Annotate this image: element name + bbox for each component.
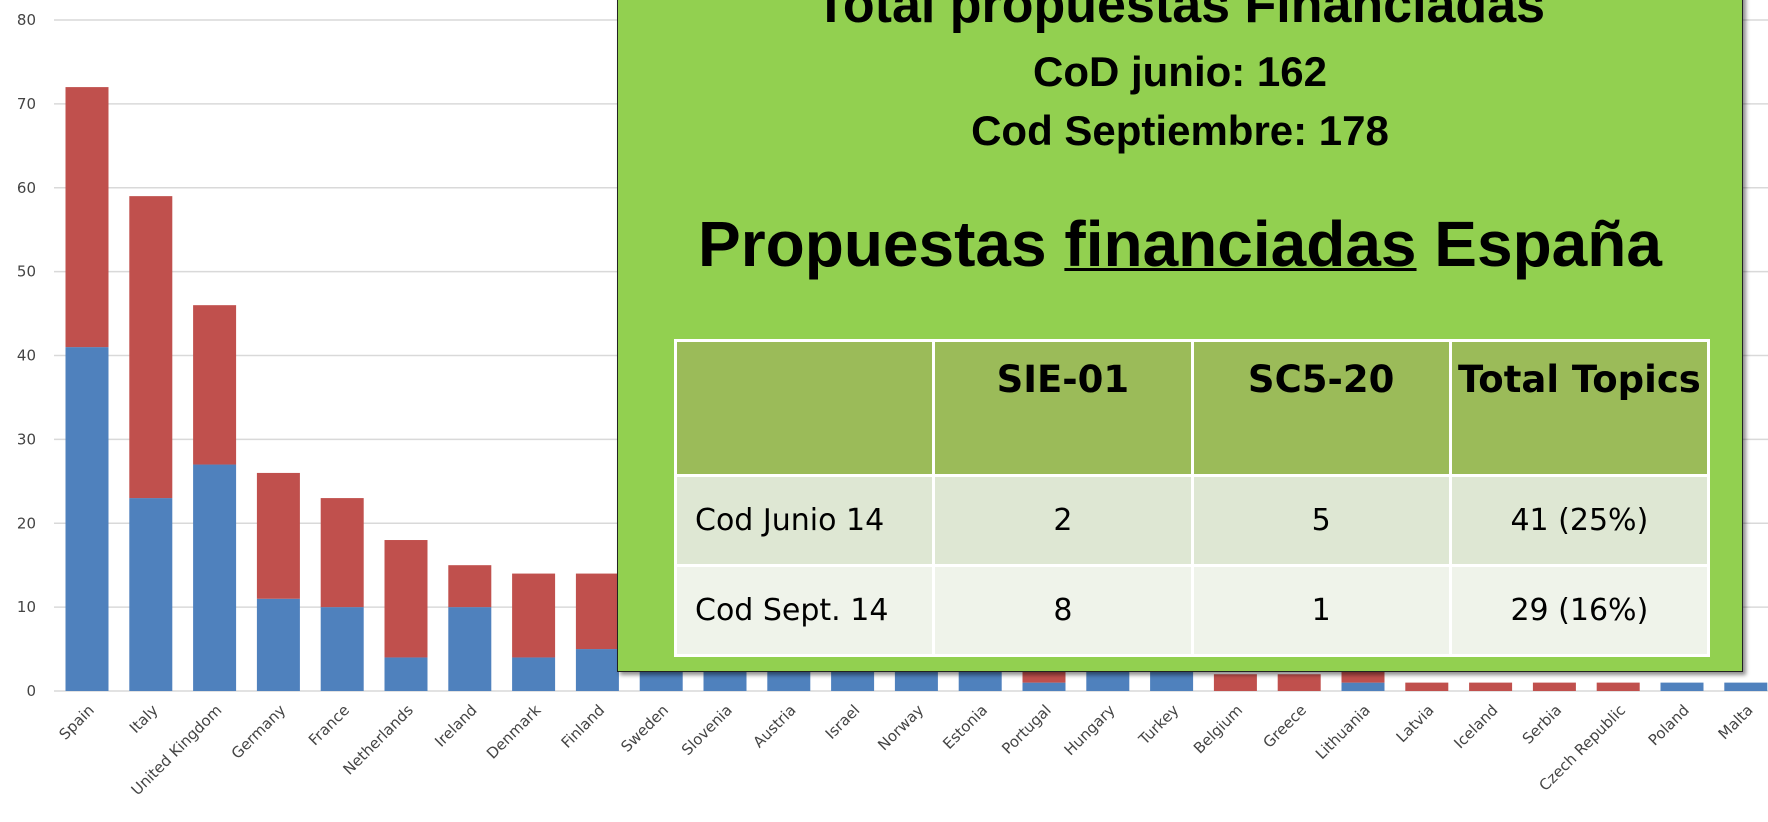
x-tick-label: Serbia: [1519, 701, 1566, 748]
cell: 29 (16%): [1448, 564, 1711, 657]
cell: 1: [1190, 564, 1452, 657]
header-cell: [673, 339, 936, 477]
bar-segment: [193, 305, 237, 465]
y-tick-label: 50: [17, 263, 36, 281]
x-tick-label: Malta: [1715, 701, 1757, 743]
x-tick-label: Spain: [55, 701, 97, 743]
x-tick-label: Denmark: [483, 701, 545, 763]
x-tick-label: Sweden: [617, 701, 672, 756]
x-tick-label: Latvia: [1393, 701, 1438, 746]
bar-segment: [1213, 674, 1257, 691]
bar-segment: [65, 347, 109, 691]
cell: 8: [932, 564, 1194, 657]
y-tick-label: 20: [17, 514, 36, 532]
x-tick-label: Greece: [1260, 701, 1310, 751]
bar-segment: [129, 196, 173, 499]
bar-segment: [1405, 682, 1449, 691]
heading-text: Propuestas: [698, 208, 1047, 280]
bar-segment: [256, 472, 300, 599]
bar-segment: [1660, 682, 1704, 691]
summary-table: SIE-01 SC5-20 Total Topics Cod Junio 14 …: [673, 339, 1711, 657]
x-tick-label: Hungary: [1061, 701, 1119, 759]
overlay-line: Cod Septiembre: 178: [971, 107, 1389, 154]
x-tick-label: Norway: [874, 701, 927, 754]
bar-segment: [448, 607, 492, 691]
bar-segment: [320, 607, 364, 691]
x-tick-label: Finland: [558, 701, 609, 752]
bar-segment: [384, 540, 428, 658]
x-tick-label: Slovenia: [678, 701, 736, 759]
y-tick-label: 40: [17, 347, 36, 365]
header-row: SIE-01 SC5-20 Total Topics: [673, 339, 1711, 477]
bar-segment: [129, 498, 173, 691]
bar-segment: [320, 498, 364, 608]
x-tick-label: France: [305, 701, 353, 749]
bar-segment: [448, 565, 492, 608]
bar-segment: [512, 573, 556, 658]
overlay-heading: Propuestas financiadas España: [618, 207, 1742, 281]
x-tick-label: Austria: [749, 701, 799, 751]
bar-segment: [1469, 682, 1513, 691]
bar-segment: [1724, 682, 1768, 691]
cell: 5: [1190, 474, 1452, 567]
header-cell: SIE-01: [932, 339, 1194, 477]
x-tick-label: Ireland: [431, 701, 480, 750]
y-tick-label: 60: [17, 179, 36, 197]
y-tick-label: 30: [17, 430, 36, 448]
x-tick-label: Israel: [822, 701, 864, 743]
bar-segment: [512, 657, 556, 691]
cell: 2: [932, 474, 1194, 567]
x-tick-label: Portugal: [998, 701, 1055, 758]
y-tick-label: 80: [17, 11, 36, 29]
cell: Cod Sept. 14: [673, 564, 936, 657]
header-cell: Total Topics: [1448, 339, 1711, 477]
bar-segment: [1596, 682, 1640, 691]
overlay-title: Total propuestas Financiadas: [814, 0, 1546, 34]
x-tick-label: Italy: [126, 701, 162, 737]
overlay-box: Total propuestas Financiadas CoD junio: …: [617, 0, 1743, 672]
x-tick-label: Lithuania: [1312, 701, 1374, 763]
bar-segment: [193, 464, 237, 691]
x-tick-label: Iceland: [1450, 701, 1501, 752]
y-tick-label: 70: [17, 95, 36, 113]
bar-segment: [1341, 682, 1385, 691]
bar-segment: [575, 573, 619, 650]
bar-segment: [1532, 682, 1576, 691]
y-tick-label: 10: [17, 598, 36, 616]
x-tick-label: Belgium: [1190, 701, 1246, 757]
overlay-line: CoD junio: 162: [1032, 48, 1328, 95]
heading-underlined: financiadas: [1064, 208, 1417, 280]
table-row: Cod Sept. 14 8 1 29 (16%): [673, 564, 1711, 657]
x-tick-label: Estonia: [939, 701, 991, 753]
bar-segment: [256, 598, 300, 691]
header-cell: SC5-20: [1190, 339, 1452, 477]
x-tick-label: Turkey: [1134, 701, 1182, 749]
x-tick-label: Germany: [228, 701, 290, 763]
bar-segment: [1277, 674, 1321, 691]
table-row: Cod Junio 14 2 5 41 (25%): [673, 474, 1711, 567]
bar-segment: [384, 657, 428, 691]
x-tick-label: Poland: [1645, 701, 1693, 749]
bar-segment: [65, 87, 109, 348]
y-tick-label: 0: [26, 682, 36, 700]
bar-segment: [1022, 682, 1066, 691]
heading-text: España: [1434, 208, 1662, 280]
cell: 41 (25%): [1448, 474, 1711, 567]
bar-segment: [575, 649, 619, 691]
cell: Cod Junio 14: [673, 474, 936, 567]
